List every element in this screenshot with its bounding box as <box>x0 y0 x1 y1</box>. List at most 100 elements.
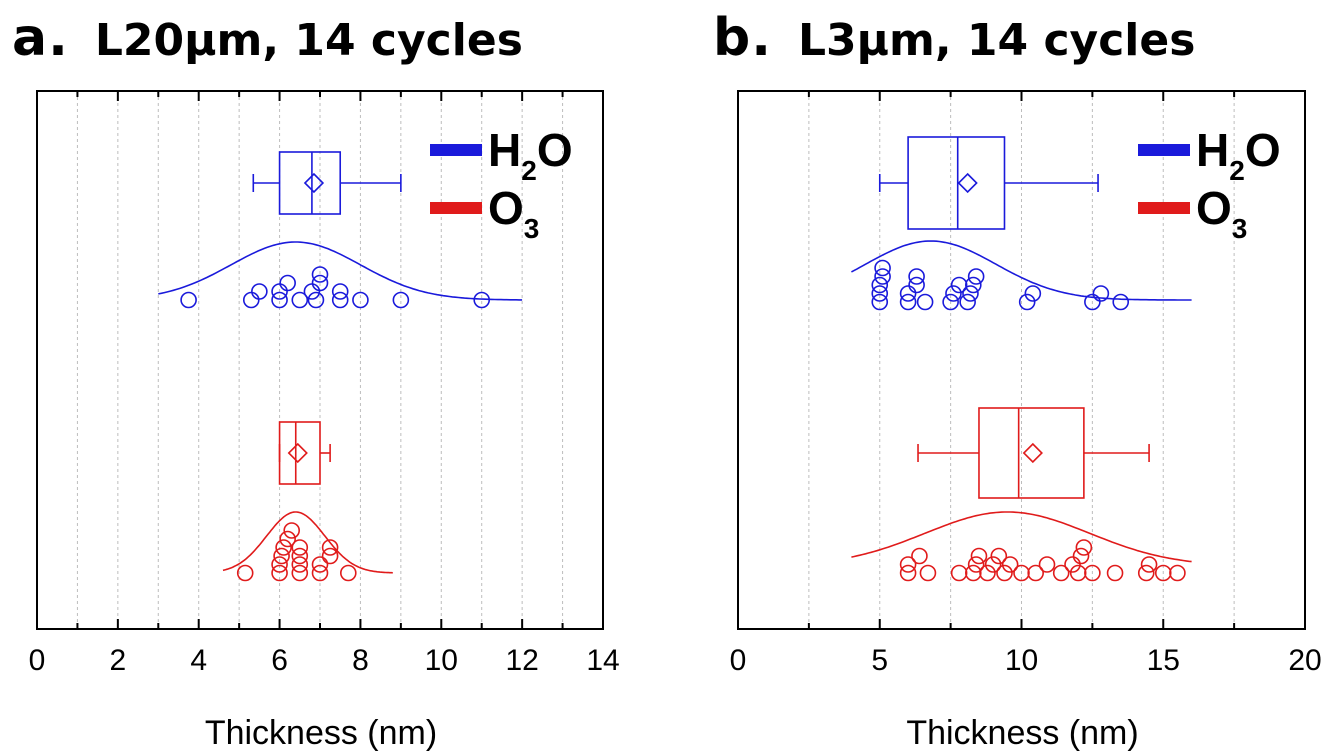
box <box>907 136 1006 230</box>
data-point <box>1106 564 1124 582</box>
data-point <box>1069 564 1087 582</box>
data-point <box>1072 547 1090 565</box>
x-tick-label: 5 <box>871 644 888 677</box>
data-point <box>271 556 288 573</box>
data-point <box>1027 564 1044 582</box>
legend-label: H2O <box>488 124 573 186</box>
x-tick-label: 8 <box>352 644 369 677</box>
data-point <box>984 556 1002 573</box>
data-point <box>311 564 329 582</box>
legend-swatch <box>1138 202 1190 214</box>
mean-marker <box>1022 442 1043 464</box>
data-point <box>979 564 996 582</box>
data-point <box>311 556 329 573</box>
panel-b-title-text: L3μm, 14 cycles <box>797 15 1196 66</box>
mean-marker <box>287 442 308 464</box>
data-point <box>251 283 268 300</box>
legend-label: O3 <box>488 182 539 244</box>
panel-b-title: b. L3μm, 14 cycles <box>713 8 1195 68</box>
panel-a-letter: a. <box>12 8 69 68</box>
data-point <box>962 285 979 302</box>
mean-marker <box>957 172 978 194</box>
data-point <box>279 530 296 548</box>
x-tick-label: 6 <box>271 644 288 677</box>
series-h2o <box>158 151 523 309</box>
x-tick-label: 20 <box>1288 644 1321 677</box>
data-point <box>871 276 889 294</box>
data-point <box>945 285 962 302</box>
data-point <box>899 293 917 311</box>
series-o3 <box>222 421 393 582</box>
data-point <box>919 564 937 582</box>
data-point <box>1084 564 1101 582</box>
mean-marker <box>303 172 325 194</box>
x-tick-label: 0 <box>730 644 747 677</box>
legend-label: O3 <box>1196 182 1247 244</box>
data-point <box>874 259 891 277</box>
data-point <box>908 268 925 285</box>
data-point <box>908 276 925 294</box>
data-point <box>970 547 988 565</box>
data-point <box>950 276 968 294</box>
panel-a-title: a. L20μm, 14 cycles <box>12 8 523 68</box>
panel-b-letter: b. <box>713 8 772 68</box>
box <box>278 151 342 215</box>
data-point <box>1084 293 1101 311</box>
data-point <box>990 547 1008 565</box>
x-tick-label: 0 <box>29 644 46 677</box>
data-point <box>916 293 934 311</box>
data-point <box>996 564 1013 582</box>
legend-label: H2O <box>1196 124 1281 186</box>
data-point <box>321 539 339 556</box>
data-point <box>291 291 309 309</box>
data-point <box>1112 293 1130 311</box>
data-point <box>311 266 329 283</box>
x-tick-label: 4 <box>190 644 207 677</box>
x-tick-label: 10 <box>425 644 458 677</box>
data-point <box>291 556 309 573</box>
data-point <box>1024 285 1042 302</box>
data-point <box>307 291 325 309</box>
data-point <box>1154 564 1172 582</box>
data-point <box>967 268 985 285</box>
data-point <box>871 293 889 311</box>
x-tick-label: 10 <box>1005 644 1038 677</box>
data-point <box>942 293 959 311</box>
data-point <box>1052 564 1070 582</box>
data-point <box>291 539 309 556</box>
panel-a-title-text: L20μm, 14 cycles <box>94 15 523 66</box>
legend-swatch <box>430 202 482 214</box>
data-point <box>321 547 339 565</box>
data-point <box>339 564 357 582</box>
data-point <box>911 547 928 565</box>
data-point <box>275 539 292 556</box>
x-tick-label: 2 <box>110 644 127 677</box>
x-tick-label: 15 <box>1147 644 1180 677</box>
legend-swatch <box>1138 144 1190 156</box>
data-point <box>899 285 917 302</box>
data-point <box>1064 556 1081 573</box>
data-point <box>279 274 296 292</box>
data-point <box>1137 564 1155 582</box>
data-point <box>899 556 917 573</box>
data-point <box>283 522 301 539</box>
normal-curve <box>158 241 523 301</box>
data-point <box>1169 564 1186 582</box>
normal-curve <box>222 511 393 574</box>
data-point <box>291 564 309 582</box>
x-axis-label: Thickness (nm) <box>906 714 1138 752</box>
x-tick-label: 12 <box>505 644 538 677</box>
data-point <box>1018 293 1036 311</box>
data-point <box>1092 285 1110 302</box>
data-point <box>950 564 968 582</box>
data-point <box>965 276 982 294</box>
data-point <box>871 285 889 302</box>
data-point <box>1013 564 1030 582</box>
normal-curve <box>851 240 1192 301</box>
series-o3 <box>851 407 1192 582</box>
data-point <box>271 291 288 309</box>
normal-curve <box>851 511 1192 563</box>
series-h2o <box>851 136 1192 311</box>
data-point <box>236 564 254 582</box>
